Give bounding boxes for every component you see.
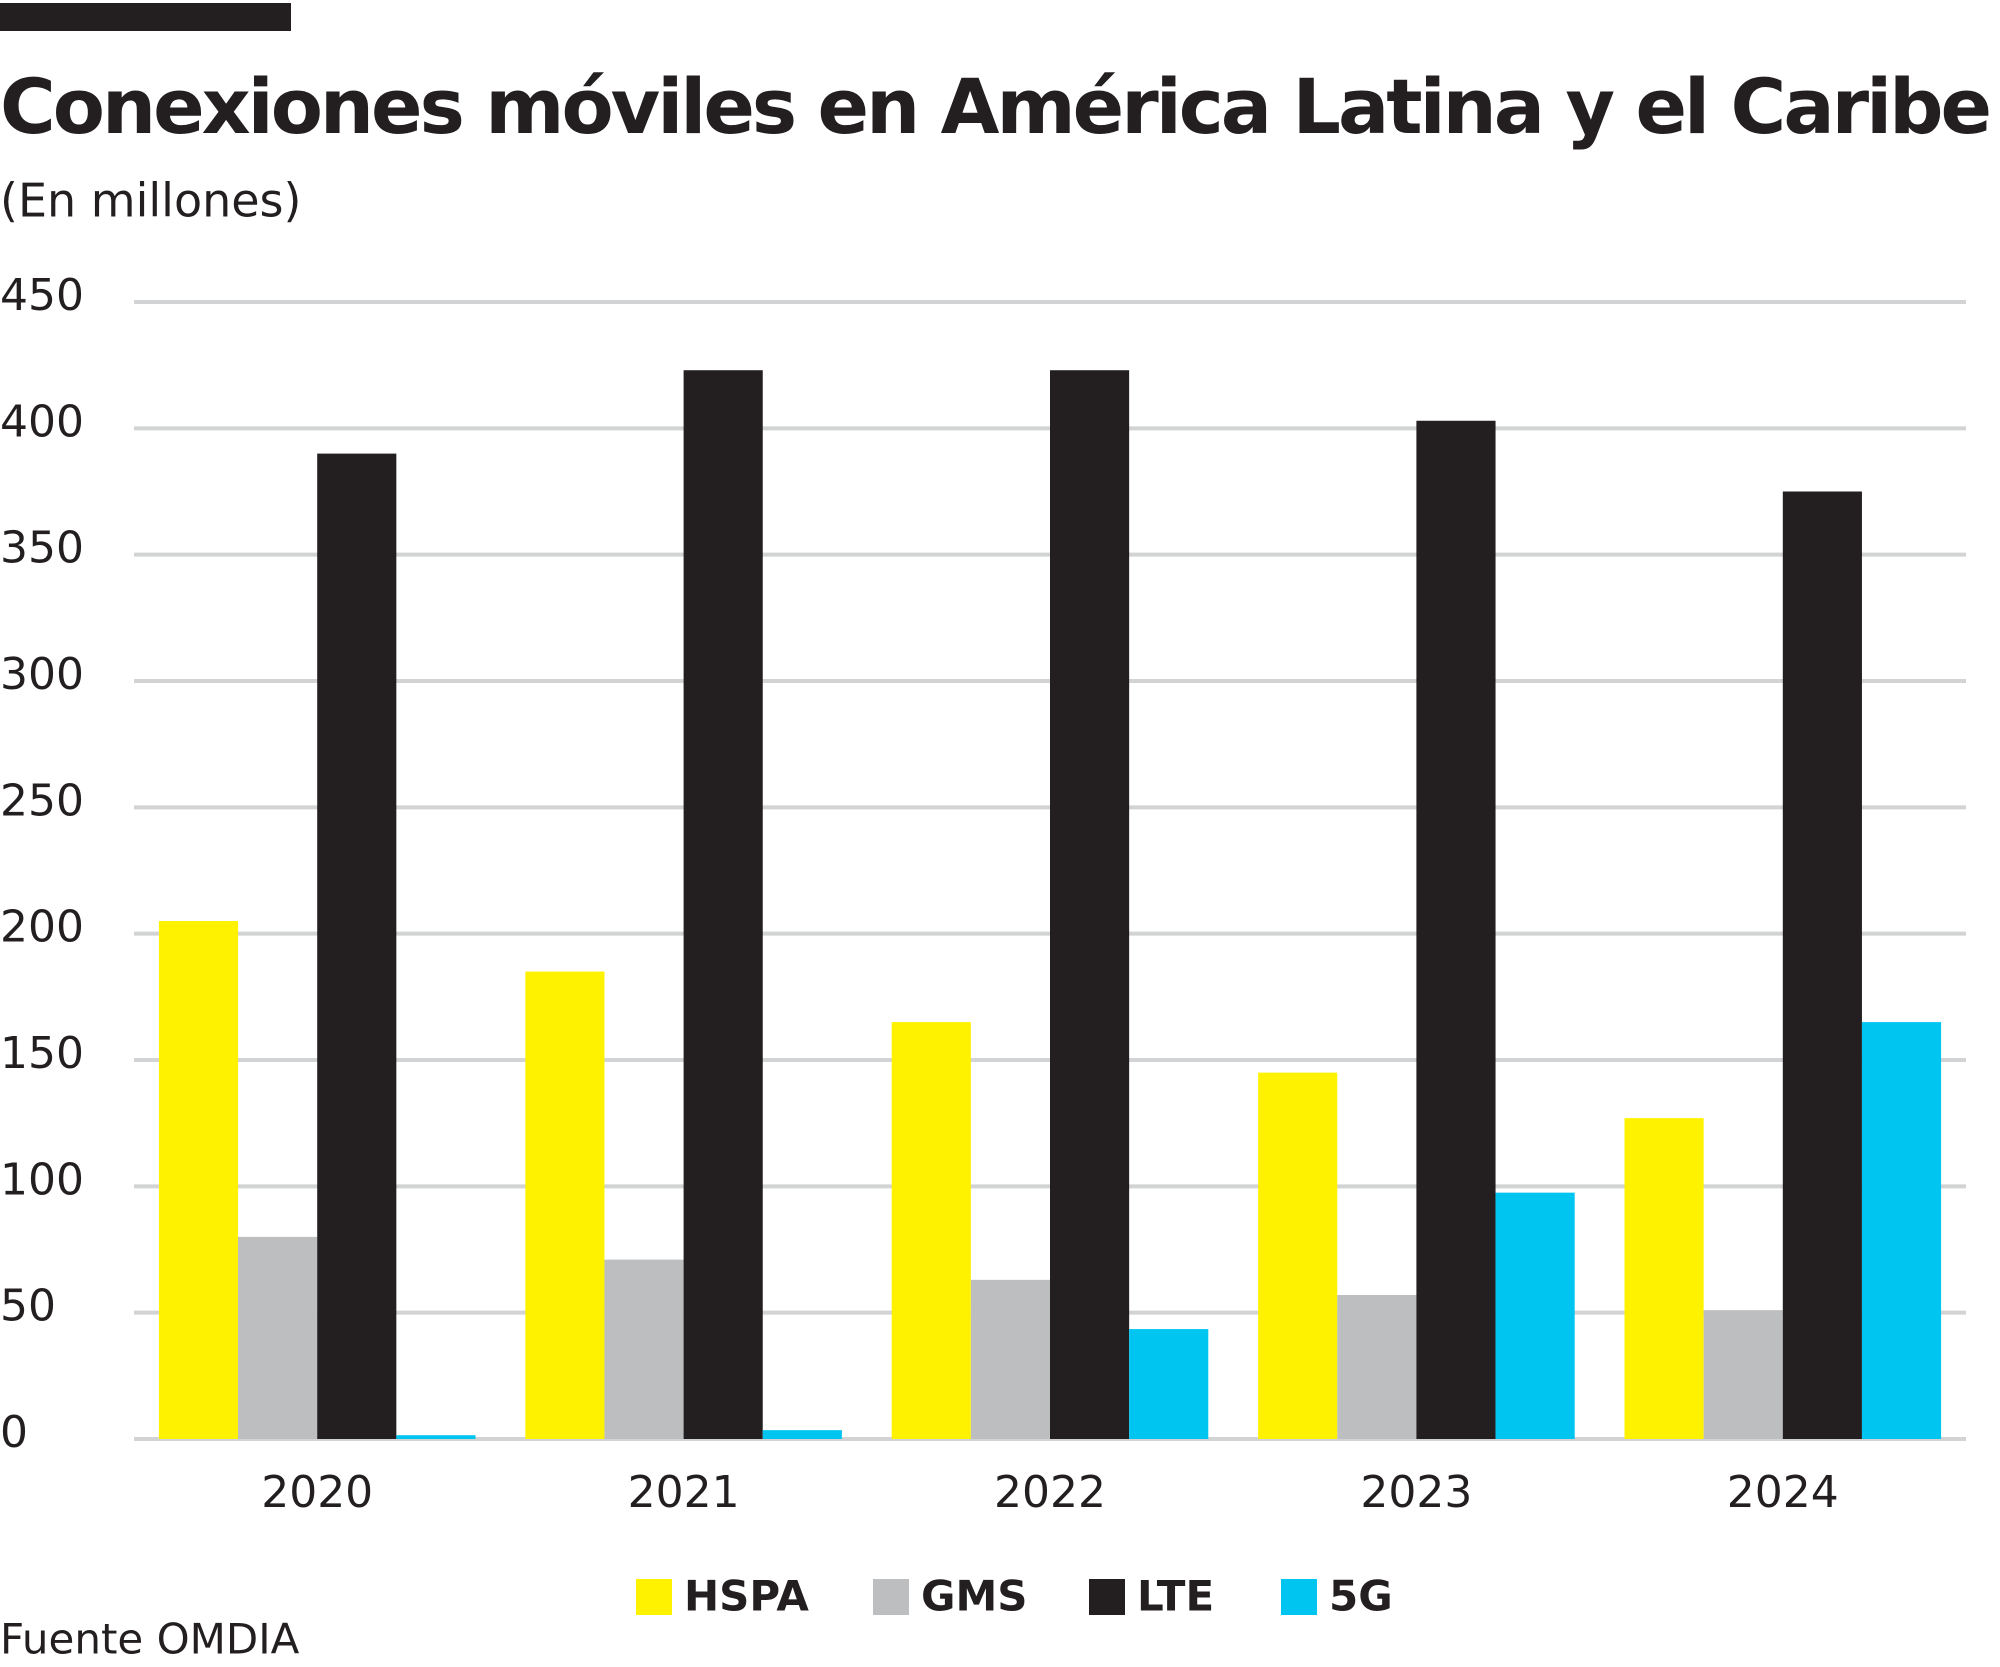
bar [1495,1192,1575,1439]
bar [1258,1072,1338,1439]
bar [604,1259,684,1439]
y-tick-label: 350 [0,523,84,574]
bar [525,971,605,1439]
legend-label: GMS [921,1572,1028,1621]
bar [1624,1118,1704,1439]
bar [1129,1329,1209,1439]
header-bar [0,3,291,31]
bar [1703,1310,1783,1439]
bar [1337,1294,1417,1439]
x-tick-label: 2021 [628,1467,740,1518]
chart-subtitle: (En millones) [0,174,301,228]
y-tick-label: 400 [0,396,84,447]
y-tick-label: 50 [0,1281,56,1332]
legend-label: HSPA [684,1572,809,1621]
bar [1861,1022,1942,1439]
bar [970,1279,1050,1439]
legend-swatch [1281,1579,1317,1615]
legend-label: LTE [1137,1572,1214,1621]
bar [683,370,763,1440]
y-tick-label: 100 [0,1154,84,1205]
bar [396,1435,476,1439]
x-tick-label: 2022 [994,1467,1106,1518]
legend-swatch [873,1579,909,1615]
y-tick-label: 150 [0,1028,84,1079]
bar [238,1236,318,1439]
legend-swatch [636,1579,672,1615]
bar [1416,420,1496,1440]
y-tick-label: 300 [0,649,84,700]
y-tick-label: 200 [0,902,84,953]
y-tick-label: 450 [0,270,84,321]
source-note: Fuente OMDIA [0,1615,300,1664]
x-tick-label: 2024 [1727,1467,1839,1518]
y-tick-label: 0 [0,1407,28,1458]
bar [891,1022,971,1439]
legend-label: 5G [1329,1572,1393,1621]
y-tick-label: 250 [0,775,84,826]
x-tick-label: 2020 [261,1467,373,1518]
bar [1050,370,1130,1440]
bar [158,921,239,1439]
legend-swatch [1089,1579,1125,1615]
x-tick-label: 2023 [1360,1467,1472,1518]
chart-title: Conexiones móviles en América Latina y e… [0,62,1989,151]
bar [317,453,397,1440]
bar [762,1430,842,1439]
bar [1782,491,1862,1439]
